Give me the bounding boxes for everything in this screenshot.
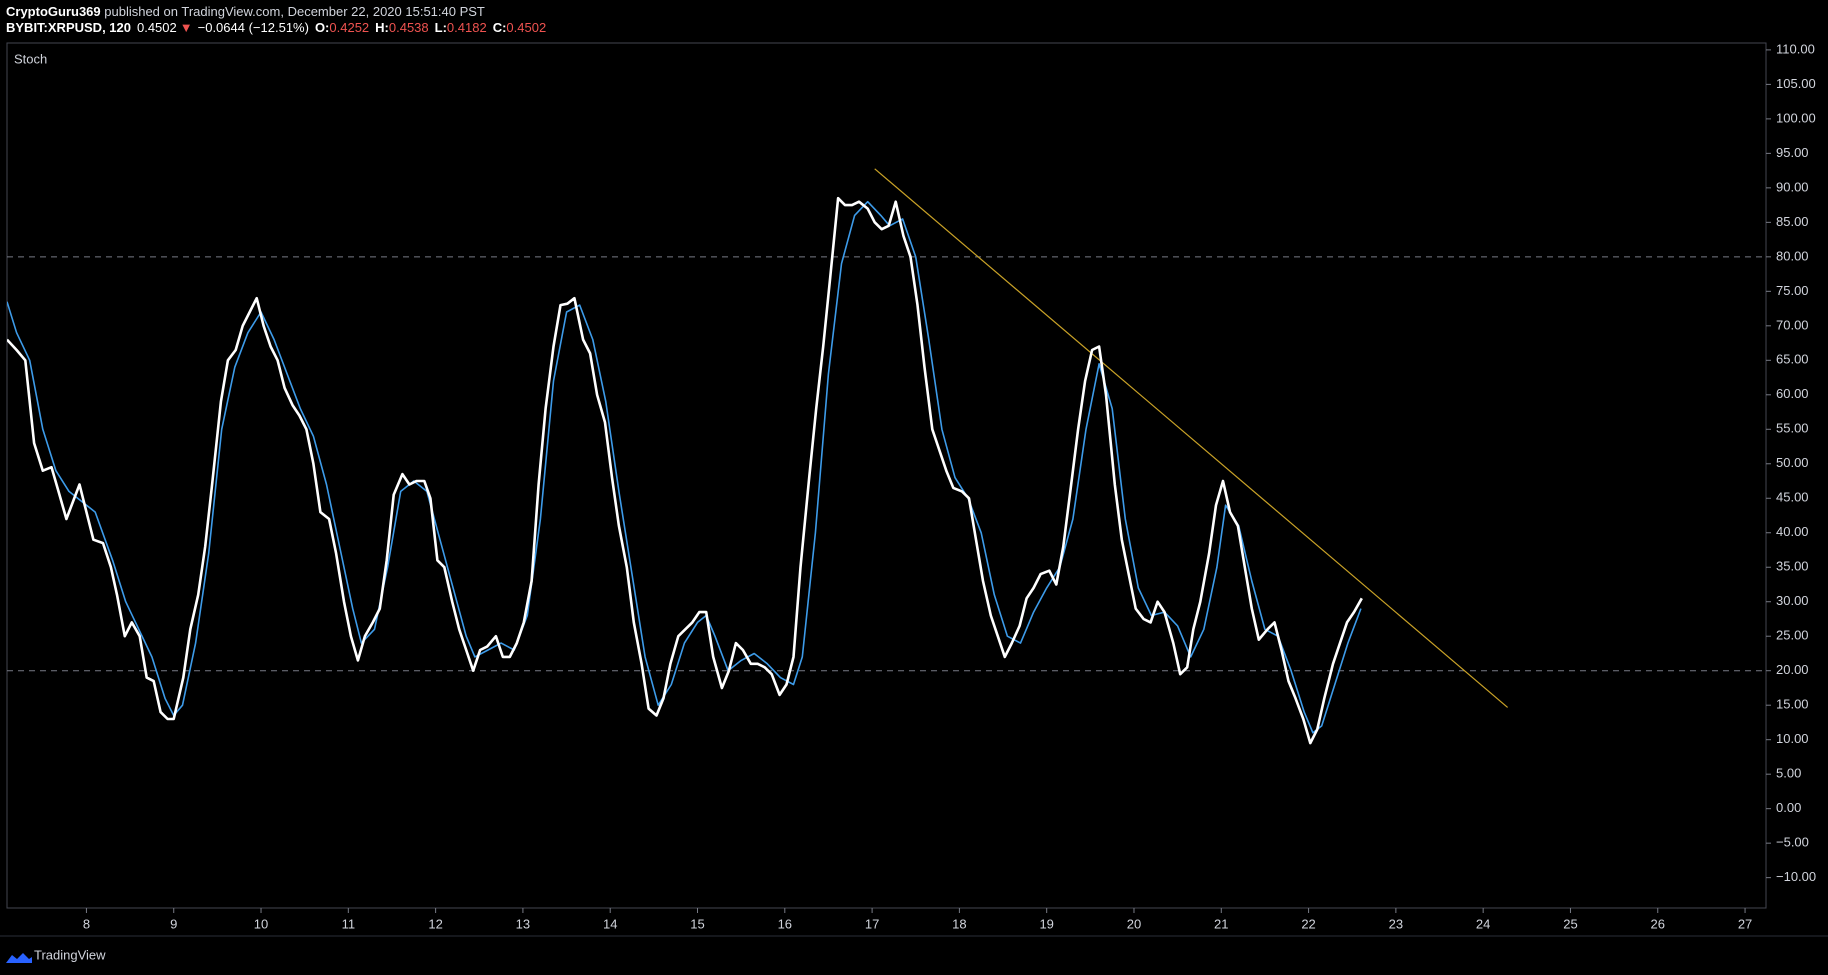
y-tick-label: 35.00 — [1776, 559, 1809, 574]
x-tick-label: 26 — [1651, 916, 1665, 931]
y-tick-label: 85.00 — [1776, 214, 1809, 229]
series-line — [7, 196, 1363, 745]
brand-name: TradingView — [34, 947, 106, 962]
y-tick-label: 100.00 — [1776, 110, 1816, 125]
y-tick-label: 15.00 — [1776, 697, 1809, 712]
author: CryptoGuru369 — [6, 4, 101, 19]
y-tick-label: 80.00 — [1776, 248, 1809, 263]
x-tick-label: 10 — [254, 916, 268, 931]
y-tick-label: −5.00 — [1776, 835, 1809, 850]
series-line — [7, 200, 1362, 734]
x-tick-label: 16 — [778, 916, 792, 931]
arrow: ▼ — [180, 20, 193, 35]
y-tick-label: 50.00 — [1776, 455, 1809, 470]
y-tick-label: 20.00 — [1776, 662, 1809, 677]
ohlc-label: O: — [315, 20, 329, 35]
x-tick-label: 8 — [83, 916, 90, 931]
x-tick-label: 13 — [516, 916, 530, 931]
y-tick-label: 75.00 — [1776, 283, 1809, 298]
ohlc-value: 0.4252 — [329, 20, 369, 35]
x-tick-label: 17 — [865, 916, 879, 931]
x-tick-label: 21 — [1214, 916, 1228, 931]
ohlc-label: C: — [493, 20, 507, 35]
y-tick-label: 55.00 — [1776, 421, 1809, 436]
y-tick-label: 90.00 — [1776, 179, 1809, 194]
y-tick-label: 5.00 — [1776, 766, 1801, 781]
ohlc-value: 0.4538 — [389, 20, 429, 35]
x-tick-label: 19 — [1039, 916, 1053, 931]
brand-logo — [6, 953, 32, 963]
x-tick-label: 22 — [1301, 916, 1315, 931]
y-tick-label: 25.00 — [1776, 628, 1809, 643]
y-tick-label: 95.00 — [1776, 145, 1809, 160]
x-tick-label: 14 — [603, 916, 617, 931]
x-tick-label: 18 — [952, 916, 966, 931]
change: −0.0644 (−12.51%) — [198, 20, 309, 35]
x-tick-label: 11 — [342, 916, 356, 931]
y-tick-label: 45.00 — [1776, 490, 1809, 505]
y-tick-label: 65.00 — [1776, 352, 1809, 367]
header-line-2: BYBIT:XRPUSD, 120 0.4502 ▼ −0.0644 (−12.51%… — [6, 20, 546, 35]
price: 0.4502 — [137, 20, 177, 35]
header-line-1: CryptoGuru369 published on TradingView.c… — [6, 4, 485, 19]
ohlc-label: H: — [375, 20, 389, 35]
indicator-title: Stoch — [14, 51, 47, 66]
published: published on TradingView.com, December 2… — [101, 4, 485, 19]
y-tick-label: 40.00 — [1776, 524, 1809, 539]
x-tick-label: 15 — [690, 916, 704, 931]
x-tick-label: 24 — [1476, 916, 1490, 931]
y-tick-label: −10.00 — [1776, 869, 1816, 884]
ohlc-label: L: — [435, 20, 447, 35]
y-tick-label: 30.00 — [1776, 593, 1809, 608]
y-tick-label: 70.00 — [1776, 317, 1809, 332]
x-tick-label: 23 — [1389, 916, 1403, 931]
x-tick-label: 25 — [1563, 916, 1577, 931]
x-tick-label: 12 — [428, 916, 442, 931]
y-tick-label: 60.00 — [1776, 386, 1809, 401]
y-tick-label: 110.00 — [1776, 41, 1815, 56]
x-tick-label: 27 — [1738, 916, 1752, 931]
x-tick-label: 20 — [1127, 916, 1141, 931]
y-tick-label: 10.00 — [1776, 731, 1809, 746]
ohlc-value: 0.4502 — [506, 20, 546, 35]
trendline — [874, 168, 1508, 708]
x-tick-label: 9 — [170, 916, 177, 931]
symbol: BYBIT:XRPUSD, 120 — [6, 20, 131, 35]
brand: TradingView — [6, 947, 106, 963]
plot-area — [7, 168, 1766, 745]
y-tick-label: 105.00 — [1776, 76, 1816, 91]
ohlc-value: 0.4182 — [447, 20, 487, 35]
y-tick-label: 0.00 — [1776, 800, 1801, 815]
